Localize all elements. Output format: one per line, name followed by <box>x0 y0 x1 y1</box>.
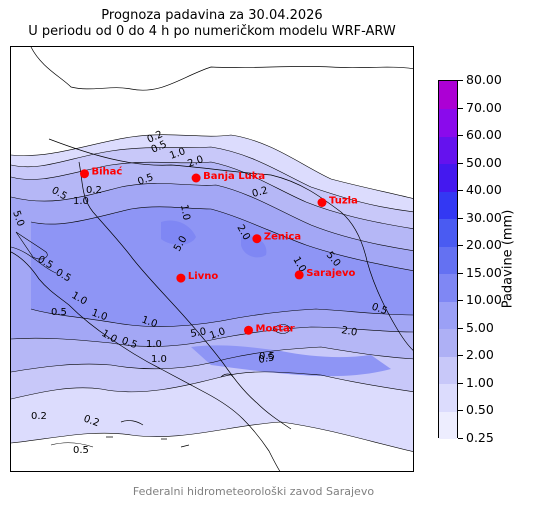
city-marker <box>252 234 262 244</box>
contour-label: 0.5 <box>51 307 67 318</box>
colorbar-tick-label: 50.00 <box>466 155 502 170</box>
contour-label: 0.5 <box>73 445 89 456</box>
contour-label: 1.0 <box>178 204 192 222</box>
band-5 <box>31 206 413 327</box>
colorbar-segment <box>439 81 457 110</box>
city-label: Banja Luka <box>203 171 265 182</box>
colorbar-tick <box>458 245 463 246</box>
colorbar-tick <box>458 218 463 219</box>
colorbar <box>438 80 458 440</box>
contour-label: 1.0 <box>73 196 89 207</box>
colorbar-tick <box>458 135 463 136</box>
city-label: Zenica <box>264 232 301 243</box>
colorbar-tick-label: 20.00 <box>466 237 502 252</box>
colorbar-tick-label: 2.00 <box>466 347 494 362</box>
colorbar-tick-label: 5.00 <box>466 320 494 335</box>
colorbar-segment <box>439 273 457 302</box>
colorbar-segment <box>439 108 457 137</box>
contour-label: 0.2 <box>82 413 101 429</box>
city-marker <box>244 325 253 335</box>
colorbar-tick-label: 15.00 <box>466 265 502 280</box>
city-marker <box>80 169 89 179</box>
city-marker <box>191 173 201 183</box>
colorbar-tick-label: 0.25 <box>466 430 494 445</box>
city-label: Livno <box>188 271 218 282</box>
title-line-1: Prognoza padavina za 30.04.2026 <box>101 8 323 23</box>
city-label: Tuzla <box>329 196 358 207</box>
contour-label: 1.0 <box>140 314 159 330</box>
islands <box>106 373 234 448</box>
contour-label: 1.0 <box>151 354 167 365</box>
colorbar-segment <box>439 136 457 165</box>
colorbar-segment <box>439 383 457 412</box>
city-marker <box>317 198 327 207</box>
city-label: Mostar <box>256 323 295 334</box>
colorbar-tick <box>458 190 463 191</box>
colorbar-tick <box>458 438 463 439</box>
colorbar-segment <box>439 411 457 440</box>
colorbar-segment <box>439 356 457 385</box>
contour-label: 0.2 <box>251 185 269 200</box>
band-10-cells <box>161 220 267 258</box>
contour-label: 1.0 <box>146 339 162 350</box>
contour-label: 0.5 <box>258 352 276 366</box>
colorbar-tick <box>458 410 463 411</box>
colorbar-segment <box>439 301 457 330</box>
city-marker <box>176 273 186 283</box>
colorbar-tick-label: 1.00 <box>466 375 494 390</box>
contour-label: 5.0 <box>11 209 26 228</box>
contour-label: 0.5 <box>370 301 389 317</box>
contour-label: 0.5 <box>120 335 139 351</box>
city-marker <box>294 270 304 280</box>
colorbar-tick-label: 70.00 <box>466 100 502 115</box>
contour-label: 0.2 <box>31 411 47 422</box>
colorbar-tick <box>458 273 463 274</box>
contour-label: 2.0 <box>340 325 358 339</box>
colorbar-tick-label: 10.00 <box>466 292 502 307</box>
colorbar-segment <box>439 218 457 247</box>
colorbar-tick <box>458 163 463 164</box>
colorbar-tick-label: 80.00 <box>466 72 502 87</box>
contour-label: 0.5 <box>136 172 155 188</box>
contour-label: 1.0 <box>90 307 109 323</box>
north-border <box>30 47 413 91</box>
precip-shading <box>11 134 413 452</box>
colorbar-segment <box>439 191 457 220</box>
contour-label: 1.0 <box>208 326 227 342</box>
colorbar-tick-label: 60.00 <box>466 127 502 142</box>
colorbar-tick <box>458 328 463 329</box>
colorbar-tick <box>458 108 463 109</box>
title-line-2: U periodu od 0 do 4 h po numeričkom mode… <box>28 24 396 39</box>
colorbar-tick <box>458 80 463 81</box>
map-title: Prognoza padavina za 30.04.2026 U period… <box>10 8 414 40</box>
city-label: Bihać <box>92 166 123 178</box>
colorbar-segment <box>439 328 457 357</box>
colorbar-tick-label: 40.00 <box>466 182 502 197</box>
colorbar-tick <box>458 383 463 384</box>
city-markers: Bihać Banja Luka Tuzla Zenica Sarajevo Livno M… <box>80 166 358 335</box>
contour-label: 5.0 <box>190 326 208 340</box>
colorbar-tick <box>458 355 463 356</box>
contour-label: 0.5 <box>259 351 275 362</box>
contour-labels: 0.2 0.5 1.0 2.0 5.0 0.5 0.2 1.0 0.5 1.0 … <box>11 129 389 456</box>
inner-border <box>78 161 292 430</box>
precipitation-map: 0.2 0.5 1.0 2.0 5.0 0.5 0.2 1.0 0.5 1.0 … <box>10 46 414 472</box>
contour-label: 0.2 <box>86 185 102 196</box>
city-label: Sarajevo <box>306 268 355 279</box>
footer-credit: Federalni hidrometeorološki zavod Saraje… <box>132 485 375 498</box>
colorbar-tick <box>458 300 463 301</box>
colorbar-segment <box>439 246 457 275</box>
map-canvas: 0.2 0.5 1.0 2.0 5.0 0.5 0.2 1.0 0.5 1.0 … <box>11 47 413 471</box>
coastline <box>11 251 281 471</box>
colorbar-title: Padavine (mm) <box>500 209 516 309</box>
colorbar-tick-label: 30.00 <box>466 210 502 225</box>
colorbar-tick-label: 0.50 <box>466 402 494 417</box>
colorbar-segment <box>439 163 457 192</box>
band-5-south <box>191 345 391 377</box>
contour-label: 2.0 <box>186 154 205 170</box>
contour-label: 1.0 <box>168 146 187 162</box>
contour-lines <box>11 134 413 452</box>
